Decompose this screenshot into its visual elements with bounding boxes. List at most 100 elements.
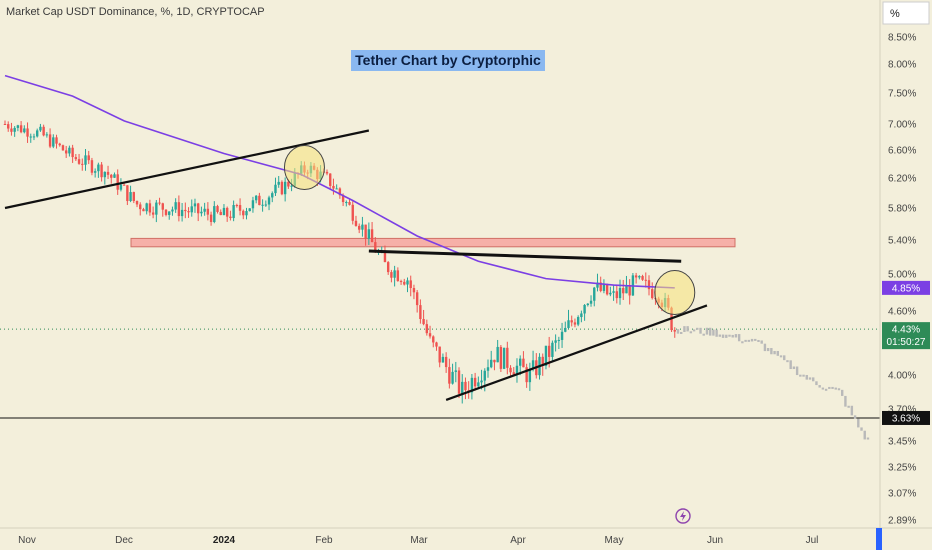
candle-body xyxy=(432,336,435,343)
candle-body xyxy=(216,206,219,212)
candle-body xyxy=(187,211,190,213)
candle-body xyxy=(502,347,506,369)
candle-body xyxy=(184,209,187,212)
projection-candle xyxy=(853,415,857,419)
candle-body xyxy=(93,171,97,173)
candle-body xyxy=(490,359,493,368)
time-tick-label: Jun xyxy=(707,535,723,546)
candle-body xyxy=(554,340,557,343)
candle-body xyxy=(197,203,200,214)
candle-body xyxy=(412,288,416,293)
candle-body xyxy=(13,127,16,132)
projection-candle xyxy=(705,327,709,335)
candle-body xyxy=(386,262,390,273)
candle-body xyxy=(261,204,264,206)
projection-candle xyxy=(789,360,792,370)
candle-body xyxy=(161,203,164,210)
projection-candle xyxy=(863,430,866,440)
lightning-icon xyxy=(680,511,686,521)
candle-body xyxy=(206,208,210,215)
candle-body xyxy=(541,356,544,366)
candle-body xyxy=(480,380,483,383)
projection-candle xyxy=(712,329,715,336)
projection-candle xyxy=(812,377,815,382)
candle-body xyxy=(618,288,622,299)
candle-body xyxy=(155,202,158,215)
candle-body xyxy=(126,185,129,202)
projection-candle xyxy=(692,329,696,332)
projection-candle xyxy=(766,348,770,352)
candle-body xyxy=(580,313,583,318)
projection-candle xyxy=(683,326,686,332)
price-axis-bg xyxy=(880,0,932,550)
projection-candle xyxy=(734,334,738,338)
price-tick-label: 5.00% xyxy=(888,270,916,281)
candle-body xyxy=(229,216,232,219)
candle-body xyxy=(325,171,329,174)
candle-body xyxy=(29,136,32,138)
time-tick-label: Apr xyxy=(510,535,526,546)
price-tick-label: 7.50% xyxy=(888,89,916,100)
candle-body xyxy=(106,171,110,175)
projection-candle xyxy=(696,327,699,330)
candle-body xyxy=(277,181,280,185)
candle-body xyxy=(628,285,631,296)
candle-body xyxy=(441,356,445,363)
candle-body xyxy=(200,211,203,214)
candle-body xyxy=(428,333,432,337)
time-tick-label: Jul xyxy=(806,535,819,546)
candle-body xyxy=(335,188,338,190)
projection-candle xyxy=(866,437,870,440)
candle-body xyxy=(370,229,374,243)
candle-body xyxy=(528,368,532,383)
projection-candle xyxy=(721,334,725,338)
candle-body xyxy=(419,305,422,320)
candle-body xyxy=(576,317,580,325)
candle-body xyxy=(332,185,335,189)
last-price-tag-bg xyxy=(882,322,930,350)
projection-candle xyxy=(841,389,844,396)
time-axis-bg xyxy=(0,528,932,550)
candle-body xyxy=(42,126,45,136)
candle-body xyxy=(364,224,367,239)
candle-body xyxy=(232,205,235,219)
projection-candle xyxy=(834,387,837,390)
projection-candle xyxy=(786,360,789,363)
projection-candle xyxy=(686,326,689,332)
candle-body xyxy=(499,346,503,369)
candle-body xyxy=(396,270,400,282)
symbol-header: Market Cap USDT Dominance, %, 1D, CRYPTO… xyxy=(6,6,265,18)
candle-body xyxy=(570,320,573,323)
candle-body xyxy=(61,145,65,151)
projection-candle xyxy=(795,366,799,376)
candle-body xyxy=(415,292,419,306)
candle-body xyxy=(547,345,551,357)
candle-body xyxy=(116,174,119,190)
candle-body xyxy=(225,207,229,217)
price-tick-label: 3.07% xyxy=(888,489,916,500)
candle-body xyxy=(341,195,345,203)
time-tick-label: May xyxy=(605,535,624,546)
projection-candle xyxy=(731,334,734,338)
candle-body xyxy=(496,346,499,363)
projection-candle xyxy=(702,333,705,336)
projection-candle xyxy=(860,427,863,431)
candle-body xyxy=(251,200,255,209)
price-tick-label: 2.89% xyxy=(888,516,916,527)
candle-body xyxy=(422,319,425,325)
candle-body xyxy=(290,185,293,187)
candle-body xyxy=(168,211,171,215)
price-tick-label: 6.60% xyxy=(888,146,916,157)
candle-body xyxy=(74,157,78,160)
candle-body xyxy=(26,128,29,137)
candle-body xyxy=(235,205,239,207)
projection-candle xyxy=(728,334,731,337)
candle-body xyxy=(177,202,181,217)
candle-body xyxy=(283,181,287,195)
candle-body xyxy=(345,202,348,204)
ma-value-tag: 4.85% xyxy=(892,283,920,294)
price-tick-label: 4.60% xyxy=(888,307,916,318)
candle-body xyxy=(567,320,570,328)
unit-box xyxy=(882,1,930,25)
projection-candle xyxy=(821,387,825,390)
